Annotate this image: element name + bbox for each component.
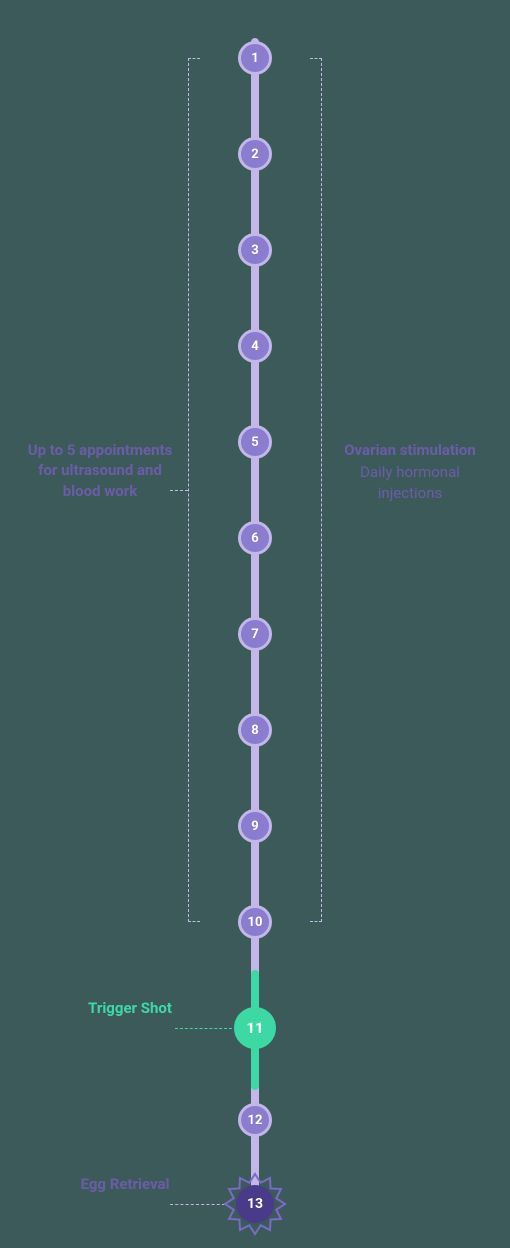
day-node-8: 8 <box>238 713 272 747</box>
day-node-10: 10 <box>238 905 272 939</box>
day-node-label: 8 <box>251 723 258 738</box>
day-node-label: 6 <box>251 531 258 546</box>
label-appointments-title: Up to 5 appointments for ultrasound and … <box>25 440 175 501</box>
day-node-7: 7 <box>238 617 272 651</box>
day-node-label: 3 <box>251 243 258 258</box>
label-stimulation-sub: Daily hormonal injections <box>330 462 490 503</box>
day-node-label: 7 <box>251 627 258 642</box>
day-node-label: 12 <box>248 1113 263 1128</box>
label-connector <box>175 1028 232 1029</box>
day-node-5: 5 <box>238 425 272 459</box>
day-node-label: 9 <box>251 819 258 834</box>
day-node-11: 11 <box>234 1007 276 1049</box>
phase-bracket <box>310 58 322 922</box>
day-node-label: 11 <box>246 1019 263 1037</box>
label-appointments: Up to 5 appointments for ultrasound and … <box>25 440 175 501</box>
day-node-1: 1 <box>238 41 272 75</box>
day-node-label: 13 <box>247 1196 263 1212</box>
label-trigger-shot: Trigger Shot <box>75 998 185 1018</box>
day-node-12: 12 <box>238 1103 272 1137</box>
day-node-13: 13 <box>236 1185 274 1223</box>
day-node-6: 6 <box>238 521 272 555</box>
label-trigger-shot-title: Trigger Shot <box>75 998 185 1018</box>
label-egg-retrieval-title: Egg Retrieval <box>70 1174 180 1194</box>
phase-bracket <box>188 58 200 922</box>
day-node-3: 3 <box>238 233 272 267</box>
day-node-9: 9 <box>238 809 272 843</box>
day-node-2: 2 <box>238 137 272 171</box>
day-node-label: 2 <box>251 147 258 162</box>
label-stimulation: Ovarian stimulationDaily hormonal inject… <box>330 440 490 503</box>
day-node-4: 4 <box>238 329 272 363</box>
label-stimulation-title: Ovarian stimulation <box>330 440 490 460</box>
label-connector <box>170 1204 225 1205</box>
day-node-label: 4 <box>251 339 258 354</box>
label-egg-retrieval: Egg Retrieval <box>70 1174 180 1194</box>
day-node-label: 10 <box>248 915 263 930</box>
day-node-label: 1 <box>251 51 258 66</box>
day-node-label: 5 <box>251 435 258 450</box>
